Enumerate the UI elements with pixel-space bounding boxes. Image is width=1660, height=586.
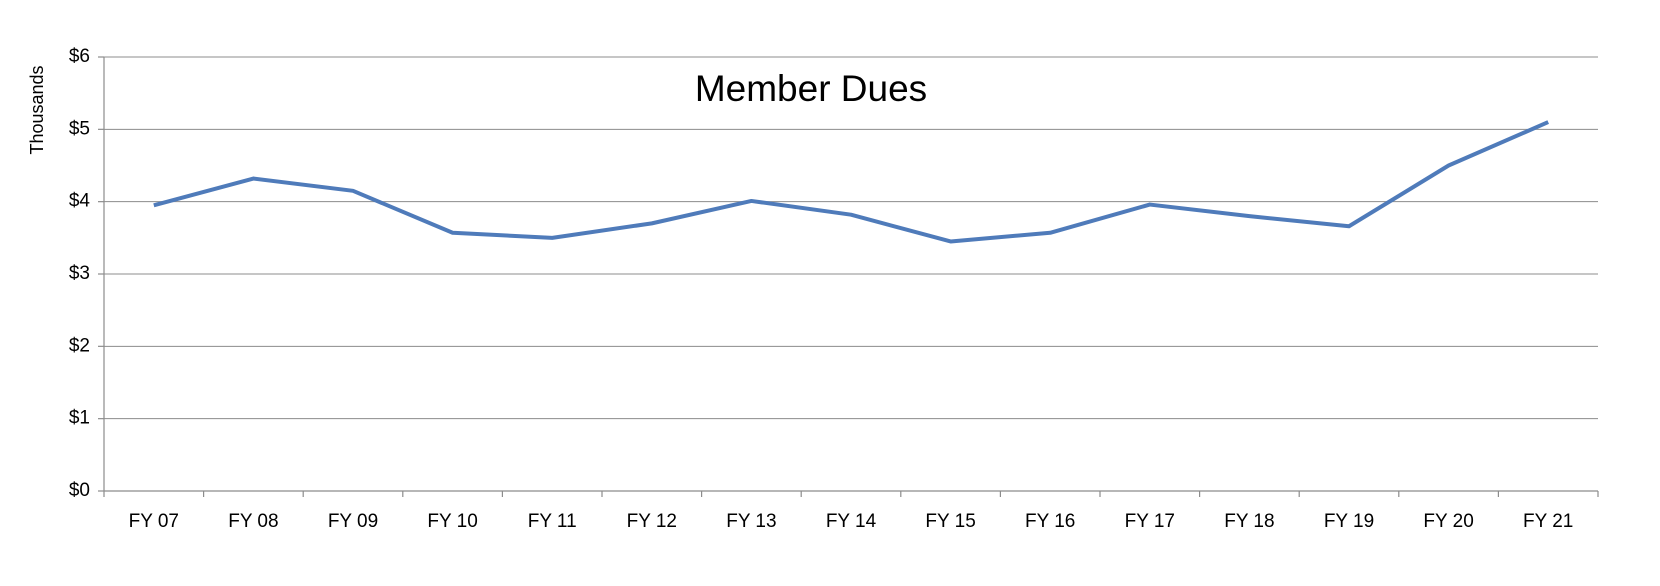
y-tick-label: $3 [69,263,90,284]
chart-title: Member Dues [695,68,927,109]
x-tick-label: FY 21 [1523,511,1573,532]
x-tick-label: FY 07 [129,511,179,532]
x-tick-label: FY 17 [1125,511,1175,532]
x-tick-label: FY 15 [925,511,975,532]
y-tick-label: $0 [69,480,90,501]
y-tick-label: $4 [69,191,91,212]
x-tick-label: FY 13 [726,511,776,532]
x-tick-label: FY 11 [528,511,577,532]
x-tick-label: FY 20 [1423,511,1473,532]
x-tick-label: FY 16 [1025,511,1075,532]
y-tick-label: $2 [69,335,90,356]
y-tick-label: $1 [69,408,90,429]
y-tick-label: $6 [69,46,90,67]
x-tick-label: FY 19 [1324,511,1374,532]
x-tick-label: FY 09 [328,511,378,532]
x-tick-label: FY 10 [427,511,477,532]
x-tick-label: FY 18 [1224,511,1274,532]
x-tick-label: FY 08 [228,511,278,532]
x-tick-label: FY 12 [627,511,677,532]
line-series [153,120,1549,244]
x-tick-label: FY 14 [826,511,877,532]
y-tick-label: $5 [69,118,90,139]
y-axis-label: Thousands [27,65,47,154]
